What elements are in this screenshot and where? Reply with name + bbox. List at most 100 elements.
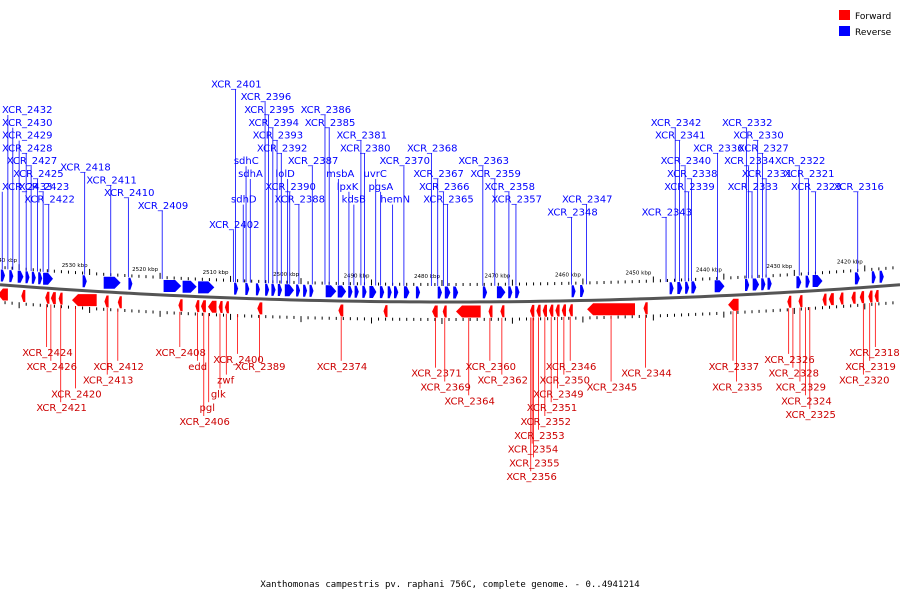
reverse-gene-label: XCR_2393 [253, 131, 304, 142]
reverse-gene [348, 285, 353, 298]
reverse-gene-label: XCR_2430 [2, 118, 53, 129]
forward-gene-label: XCR_2360 [465, 362, 516, 373]
forward-gene [257, 302, 263, 315]
forward-gene-label: XCR_2353 [514, 431, 565, 442]
reverse-gene [9, 270, 14, 283]
reverse-gene [354, 285, 359, 298]
forward-gene-label: XCR_2400 [213, 355, 264, 366]
legend-label-forward: Forward [855, 12, 891, 22]
forward-gene-label: XCR_2413 [83, 376, 134, 387]
forward-gene-label: XCR_2345 [587, 383, 638, 394]
reverse-gene-label: XCR_2411 [86, 175, 137, 186]
reverse-gene-label: XCR_2343 [642, 207, 693, 218]
reverse-gene-label: XCR_2339 [664, 182, 715, 193]
forward-gene-label: XCR_2412 [93, 362, 144, 373]
reverse-gene-label: sdhC [234, 156, 259, 167]
forward-gene [536, 304, 541, 317]
reverse-gene-label: XCR_2359 [470, 169, 521, 180]
forward-gene [195, 300, 200, 313]
forward-gene [868, 290, 873, 303]
reverse-gene-label: XCR_2332 [722, 118, 773, 129]
forward-genes [0, 288, 879, 318]
tick-label: 2510 kbp [203, 270, 229, 276]
reverse-gene-label: lpxK [337, 182, 359, 193]
forward-gene-label: zwf [217, 376, 234, 387]
reverse-gene-label: XCR_2331 [742, 169, 793, 180]
forward-gene [828, 293, 834, 306]
forward-gene-label: pgl [200, 403, 215, 414]
forward-gene-label: XCR_2324 [781, 396, 832, 407]
tick-label: 2460 kbp [555, 272, 581, 278]
forward-gene-label: XCR_2374 [317, 362, 368, 373]
forward-gene-label: XCR_2371 [411, 369, 462, 380]
reverse-gene [379, 286, 385, 299]
tick-label: 2540 kbp [0, 258, 18, 264]
reverse-gene [580, 285, 585, 297]
forward-gene-label: XCR_2408 [155, 348, 206, 359]
forward-gene-label: XCR_2351 [527, 403, 578, 414]
forward-gene [104, 295, 109, 308]
tick-label: 2440 kbp [696, 268, 722, 274]
forward-gene [530, 304, 535, 317]
reverse-gene [515, 286, 520, 299]
reverse-gene [265, 283, 270, 296]
forward-gene-label: XCR_2421 [36, 403, 87, 414]
tick-label: 2450 kbp [625, 270, 651, 276]
tick-label: 2420 kbp [837, 259, 863, 265]
forward-gene [72, 294, 97, 307]
tick-label: 2430 kbp [766, 264, 792, 270]
reverse-gene-label: XCR_2429 [2, 131, 53, 142]
reverse-gene-label: XCR_2363 [458, 156, 509, 167]
forward-gene [224, 301, 229, 314]
reverse-gene [714, 280, 725, 293]
reverse-gene-label: XCR_2347 [562, 195, 613, 206]
forward-gene-label: glk [211, 389, 226, 400]
tick-label: 2480 kbp [414, 274, 440, 280]
reverse-gene [796, 276, 802, 289]
forward-gene [488, 305, 493, 318]
genome-backbone [0, 283, 900, 304]
reverse-gene-label: XCR_2340 [661, 156, 712, 167]
reverse-gene-label: msbA [326, 169, 354, 180]
forward-gene-label: XCR_2350 [539, 376, 590, 387]
reverse-gene-label: XCR_2387 [288, 156, 339, 167]
reverse-gene [496, 286, 506, 299]
reverse-gene-label: XCR_2342 [651, 118, 702, 129]
forward-gene [787, 295, 792, 308]
forward-gene-label: XCR_2328 [768, 369, 819, 380]
legend-swatch-reverse [839, 26, 850, 36]
forward-gene [555, 304, 560, 317]
reverse-gene [453, 286, 459, 299]
forward-gene-label: edd [188, 362, 207, 373]
forward-gene-label: XCR_2424 [22, 348, 73, 359]
reverse-gene-label: XCR_2392 [257, 143, 308, 154]
forward-gene [859, 291, 865, 304]
forward-gene-label: XCR_2364 [444, 396, 495, 407]
reverse-gene [303, 284, 308, 297]
forward-gene [21, 290, 26, 302]
reverse-gene [403, 286, 410, 299]
forward-gene-label: XCR_2355 [509, 458, 560, 469]
forward-gene [587, 303, 635, 316]
forward-gene [822, 293, 827, 306]
forward-gene-label: XCR_2326 [764, 355, 815, 366]
reverse-gene-label: sdhD [231, 195, 257, 206]
forward-gene [542, 304, 547, 317]
reverse-gene [277, 284, 282, 296]
forward-gene-label: XCR_2346 [546, 362, 597, 373]
forward-gene [208, 300, 217, 313]
reverse-gene-label: hemN [380, 195, 410, 206]
forward-gene [561, 304, 566, 317]
reverse-gene [685, 281, 690, 294]
reverse-gene-label: XCR_2433 [2, 182, 53, 193]
reverse-gene [508, 286, 513, 299]
forward-gene [58, 292, 63, 305]
forward-gene [798, 295, 803, 308]
reverse-gene-label: XCR_2333 [728, 182, 779, 193]
reverse-gene-label: XCR_2381 [337, 131, 388, 142]
reverse-gene [669, 282, 674, 295]
forward-gene [0, 288, 8, 301]
reverse-gene [691, 281, 697, 294]
